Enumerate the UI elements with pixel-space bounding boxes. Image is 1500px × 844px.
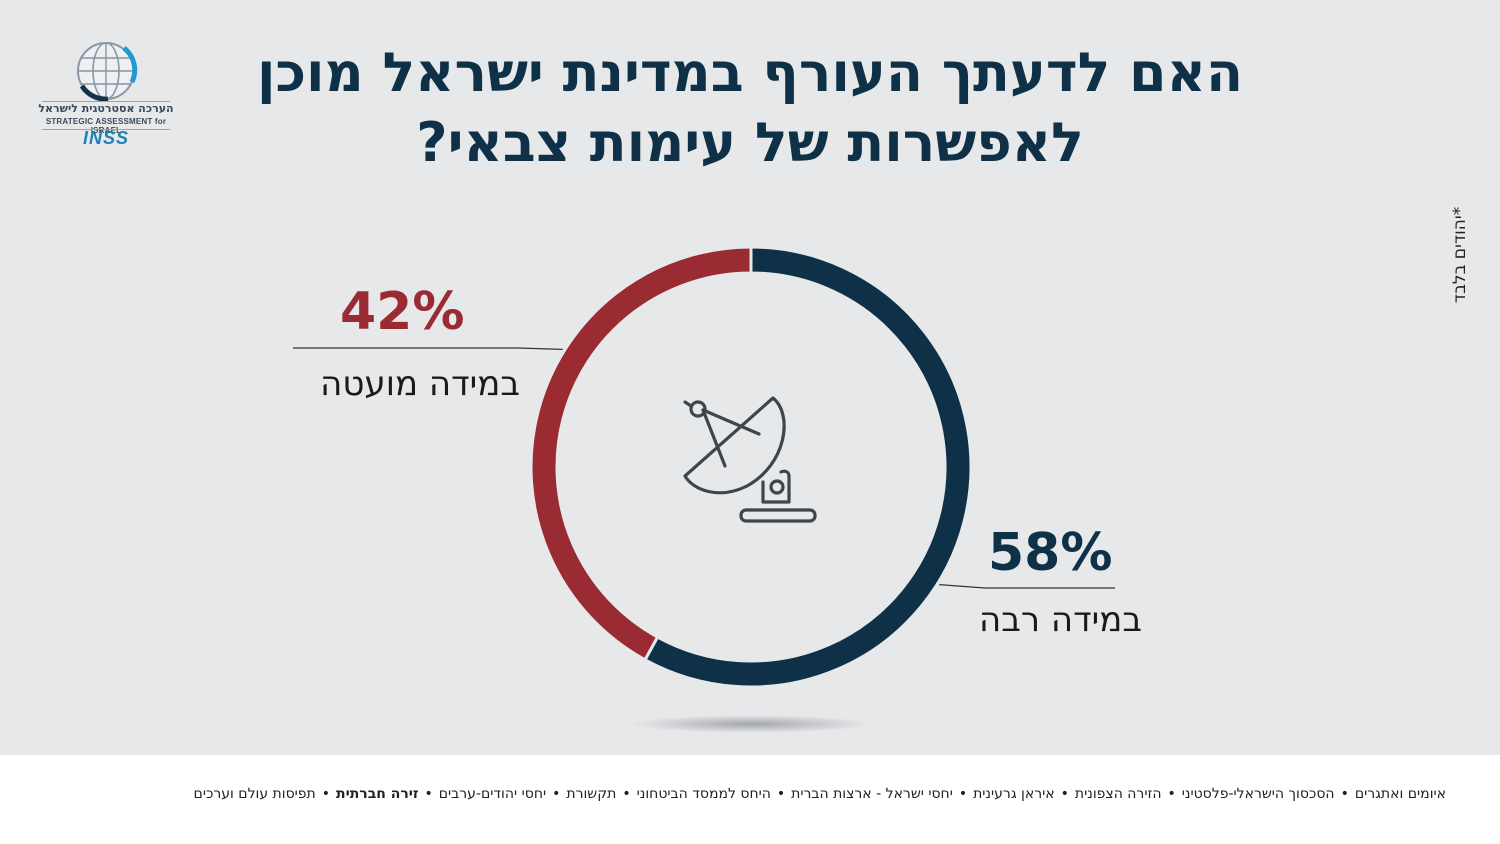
footer-topic-link[interactable]: היחס לממסד הביטחוני — [636, 786, 771, 802]
footer-separator: • — [321, 786, 331, 802]
footer-topic-link[interactable]: איראן גרעינית — [973, 786, 1055, 802]
footer-topic-link[interactable]: איומים ואתגרים — [1354, 786, 1446, 802]
main-panel: הערכה אסטרטגית לישראל STRATEGIC ASSESSME… — [38, 38, 1470, 733]
footer-separator: • — [776, 786, 786, 802]
satellite-dish-icon — [683, 396, 817, 523]
footer-topic-link[interactable]: זירה חברתית — [336, 786, 419, 802]
data-label-large-extent-value: 58% — [988, 523, 1113, 583]
donut-chart — [293, 245, 1115, 733]
logo-hebrew-text: הערכה אסטרטגית לישראל — [38, 102, 174, 115]
footer-topic-link[interactable]: תפיסות עולם וערכים — [193, 786, 316, 802]
inss-logo: הערכה אסטרטגית לישראל STRATEGIC ASSESSME… — [38, 40, 174, 152]
footer-separator: • — [622, 786, 631, 802]
data-label-large-extent-category: במידה רבה — [979, 600, 1142, 640]
donut-slice-2 — [529, 245, 753, 662]
logo-divider — [42, 129, 170, 130]
chart-shadow — [631, 715, 871, 733]
globe-icon — [77, 42, 138, 102]
footer-separator: • — [424, 786, 433, 802]
leader-line-small-extent — [293, 347, 563, 351]
footer-topic-link[interactable]: יחסי יהודים-ערבים — [438, 786, 547, 802]
chart-title: האם לדעתך העורף במדינת ישראל מוכן לאפשרו… — [250, 38, 1250, 178]
logo-brand: INSS — [82, 128, 129, 148]
footer-separator: • — [958, 786, 968, 802]
footer-topic-link[interactable]: תקשורת — [566, 786, 617, 802]
footer-topic-link[interactable]: יחסי ישראל - ארצות הברית — [791, 786, 953, 802]
footer-topic-link[interactable]: הזירה הצפונית — [1074, 786, 1162, 802]
footer-separator: • — [552, 786, 561, 802]
footer-separator: • — [1340, 786, 1349, 802]
data-label-small-extent-value: 42% — [340, 282, 465, 342]
leader-line-large-extent — [939, 583, 1115, 589]
logo-divider — [42, 101, 170, 102]
logo-english-text: STRATEGIC ASSESSMENT for ISRAEL — [45, 117, 167, 135]
data-label-small-extent-category: במידה מועטה — [320, 364, 520, 404]
chart-title-line-2: לאפשרות של עימות צבאי? — [416, 111, 1084, 174]
footer-separator: • — [1060, 786, 1069, 802]
footer-separator: • — [1167, 786, 1176, 802]
footer-topic-link[interactable]: הסכסוך הישראלי-פלסטיני — [1181, 786, 1335, 802]
chart-title-line-1: האם לדעתך העורף במדינת ישראל מוכן — [256, 41, 1244, 104]
footer-topic-nav: איומים ואתגרים • הסכסוך הישראלי-פלסטיני • הז… — [194, 786, 1446, 802]
footer-bar: איומים ואתגרים • הסכסוך הישראלי-פלסטיני • הז… — [0, 755, 1500, 844]
